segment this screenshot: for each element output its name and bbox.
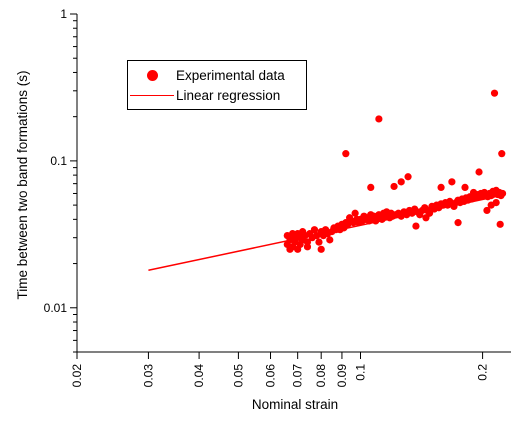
data-point — [351, 209, 359, 217]
y-tick-label: 0.1 — [50, 154, 67, 168]
legend-label-regression: Linear regression — [176, 87, 281, 103]
x-tick-label: 0.2 — [476, 364, 490, 381]
data-point — [375, 115, 383, 123]
data-point — [483, 206, 491, 215]
legend-line-icon — [128, 85, 176, 105]
data-point — [437, 183, 445, 191]
x-tick-label: 0.07 — [291, 364, 305, 388]
data-point — [454, 219, 462, 227]
data-point — [310, 226, 319, 234]
data-point — [492, 199, 500, 207]
y-tick-label: 0.01 — [44, 301, 68, 315]
x-axis-title: Nominal strain — [252, 397, 338, 412]
data-point — [390, 182, 398, 191]
x-axis-ticks: 0.02 0.03 0.04 0.05 0.06 0.07 0.08 0.09 0.1 0.2 — [70, 352, 490, 387]
data-point — [498, 189, 507, 198]
data-point — [367, 183, 375, 191]
data-point — [404, 173, 412, 181]
x-tick-label: 0.05 — [231, 364, 245, 388]
data-point — [317, 245, 325, 253]
data-point — [315, 238, 323, 246]
x-tick-label: 0.04 — [192, 364, 206, 388]
x-tick-label: 0.03 — [141, 364, 155, 388]
y-axis-ticks: 1 0.1 0.01 — [44, 7, 77, 353]
experimental-series — [283, 89, 507, 253]
data-point — [496, 220, 504, 228]
x-tick-label: 0.09 — [335, 364, 349, 388]
y-tick-label: 1 — [60, 7, 67, 21]
legend-label-experimental: Experimental data — [176, 67, 285, 83]
data-point — [326, 236, 334, 244]
legend-dot-icon — [128, 65, 176, 85]
legend: Experimental data Linear regression — [127, 60, 307, 110]
data-point — [412, 222, 420, 230]
data-point — [397, 178, 405, 186]
x-tick-label: 0.02 — [70, 364, 84, 388]
data-point — [469, 188, 478, 197]
data-point — [475, 168, 483, 176]
x-tick-label: 0.06 — [264, 364, 278, 388]
legend-item-experimental: Experimental data — [128, 65, 285, 85]
data-point — [490, 89, 499, 97]
data-point — [303, 243, 312, 251]
data-point — [498, 150, 506, 158]
data-point — [342, 150, 350, 158]
x-tick-label: 0.08 — [314, 364, 328, 388]
data-point — [448, 178, 456, 186]
x-tick-label: 0.1 — [353, 364, 367, 381]
legend-item-regression: Linear regression — [128, 85, 280, 105]
data-point — [422, 214, 430, 222]
y-axis-title: Time between two band formations (s) — [15, 70, 30, 299]
data-point — [461, 183, 469, 191]
